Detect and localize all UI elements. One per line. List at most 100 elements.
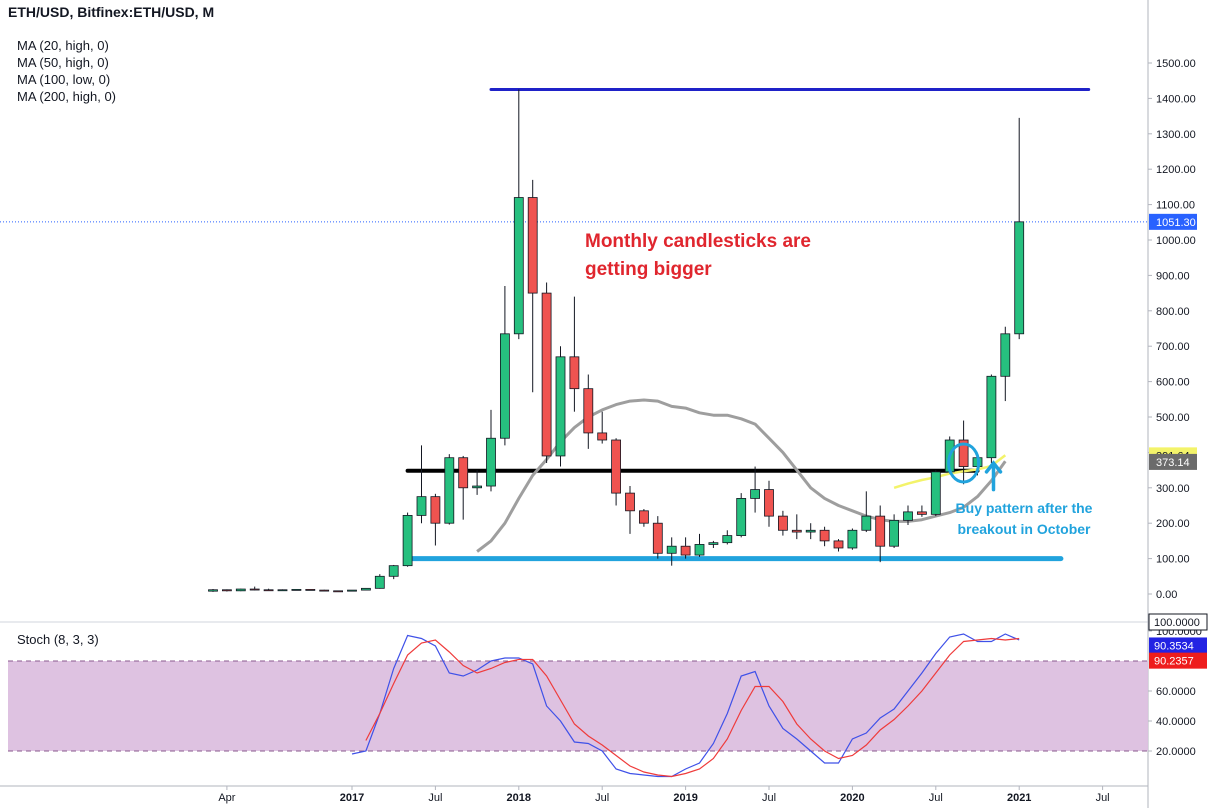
candle-body: [652, 522, 663, 554]
candle: [305, 588, 316, 591]
stoch-tick-label: 60.0000: [1156, 686, 1196, 698]
stoch-badge: [1149, 652, 1207, 669]
price-tick-label: 1400.00: [1156, 93, 1196, 105]
price-tick-label: 300.00: [1156, 483, 1190, 495]
candle-body: [1014, 221, 1025, 335]
candle-body: [847, 529, 858, 549]
candle: [791, 514, 802, 540]
candle: [583, 374, 594, 449]
candle-body: [750, 489, 760, 499]
time-tick-label: Apr: [218, 792, 235, 804]
candle: [1000, 326, 1011, 402]
candle: [917, 505, 927, 517]
candle: [889, 514, 899, 548]
stoch-legend[interactable]: Stoch (8, 3, 3): [17, 632, 99, 647]
candle: [208, 589, 218, 592]
candle-body: [833, 540, 844, 549]
annotation-line: Monthly candlesticks are: [585, 231, 811, 252]
stoch-badge: [1149, 637, 1207, 654]
price-tick-label: 1200.00: [1156, 164, 1196, 176]
indicator-ma-100[interactable]: MA (100, low, 0): [17, 72, 111, 87]
stoch-band: [8, 661, 1148, 751]
stoch-d-line: [365, 637, 1020, 778]
candle-body: [680, 545, 691, 556]
candle: [625, 486, 635, 534]
candle-body: [263, 589, 274, 592]
indicator-legend: MA (20, high, 0) MA (50, high, 0) MA (10…: [17, 37, 116, 105]
candle-body: [360, 587, 371, 591]
price-tick-label: 1100.00: [1156, 200, 1195, 212]
annotation-line: breakout in October: [957, 521, 1091, 537]
candle: [486, 409, 496, 492]
candle: [652, 516, 663, 559]
stoch-tick-label: 40.0000: [1156, 716, 1196, 728]
candle-body: [444, 457, 455, 524]
candle-body: [333, 590, 344, 593]
annotation-line: getting bigger: [585, 259, 712, 280]
candle: [527, 179, 538, 393]
price-tick-label: 0.00: [1156, 589, 1177, 601]
annotation-buy-pattern: Buy pattern after the breakout in Octobe…: [944, 498, 1104, 540]
candle: [875, 505, 886, 563]
candle-body: [402, 515, 413, 567]
price-tick-label: 800.00: [1156, 306, 1190, 318]
candle-body: [513, 197, 524, 335]
candle-body: [861, 515, 872, 531]
candle-body: [235, 588, 246, 592]
candle: [805, 523, 816, 540]
time-tick-label: 2021: [1007, 792, 1031, 804]
candle-body: [249, 588, 260, 591]
time-tick-label: Jul: [929, 792, 943, 804]
time-tick-label: Jul: [1096, 792, 1110, 804]
chart-title: ETH/USD, Bitfinex:ETH/USD, M: [8, 4, 215, 20]
candle: [722, 530, 733, 545]
indicator-ma-200[interactable]: MA (200, high, 0): [17, 89, 116, 104]
candle: [319, 589, 330, 592]
candle-body: [319, 589, 330, 592]
candle-body: [930, 471, 941, 515]
candle: [388, 564, 399, 580]
time-tick-label: Jul: [762, 792, 776, 804]
candle: [597, 411, 608, 444]
candle-body: [458, 457, 469, 489]
candle-body: [805, 529, 816, 533]
candle-body: [958, 439, 969, 467]
candle: [291, 588, 302, 591]
indicator-ma-50[interactable]: MA (50, high, 0): [17, 55, 109, 70]
price-tick-label: 100.00: [1156, 554, 1190, 566]
price-tick-label: 500.00: [1156, 412, 1190, 424]
candle: [903, 505, 913, 525]
time-tick-label: Jul: [428, 792, 442, 804]
price-tick-label: 1000.00: [1156, 235, 1196, 247]
indicator-ma-20[interactable]: MA (20, high, 0): [17, 38, 109, 53]
candle-body: [472, 485, 483, 489]
price-badge: [1149, 453, 1197, 470]
candle-body: [1000, 333, 1011, 377]
candle-body: [736, 498, 747, 536]
time-tick-label: 2020: [840, 792, 864, 804]
stoch-badge: [1148, 613, 1208, 631]
candle: [1014, 117, 1025, 340]
candle: [778, 510, 788, 536]
candle-body: [917, 511, 927, 515]
candle-body: [889, 519, 899, 547]
stoch-tick-label: 20.0000: [1156, 746, 1196, 758]
annotation-line: Buy pattern after the: [955, 500, 1093, 516]
candle: [347, 589, 357, 592]
candle-body: [499, 333, 510, 439]
time-tick-label: 2019: [673, 792, 697, 804]
candle: [833, 539, 844, 552]
candle-body: [625, 492, 635, 512]
candle: [458, 455, 469, 520]
candle: [736, 493, 747, 538]
candle-body: [555, 356, 566, 457]
candle-body: [430, 496, 441, 524]
price-tick-label: 1300.00: [1156, 129, 1196, 141]
candle: [694, 533, 705, 557]
candle-body: [208, 589, 218, 592]
candle: [861, 491, 872, 533]
candle: [221, 589, 232, 592]
annotation-candles-bigger: Monthly candlesticks are getting bigger: [585, 228, 811, 284]
candle-body: [277, 589, 288, 592]
